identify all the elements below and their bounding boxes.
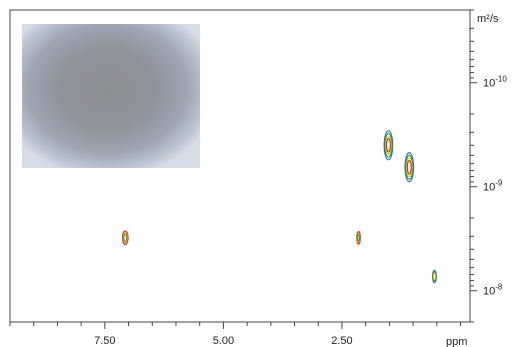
y-axis-unit: m²/s	[477, 13, 499, 25]
contour-line	[383, 130, 394, 161]
y-tick-label: 10-8	[483, 283, 503, 298]
contour-line	[385, 135, 392, 156]
diffusion-peak	[431, 269, 437, 284]
diffusion-peak	[356, 231, 362, 245]
peaks-layer	[121, 130, 437, 284]
diffusion-peak	[404, 152, 415, 183]
contour-line	[406, 157, 413, 178]
diffusion-peak	[121, 230, 129, 246]
contour-line	[385, 138, 391, 153]
diffusion-peak	[383, 130, 394, 161]
contour-line	[384, 132, 393, 158]
contour-line	[123, 233, 128, 242]
contour-line	[357, 233, 361, 242]
contour-line	[432, 272, 436, 281]
x-tick-label: 5.00	[213, 335, 234, 347]
x-axis: 7.50 5.00 2.50	[9, 322, 462, 347]
contour-line	[405, 154, 414, 180]
inset-micrograph	[22, 24, 200, 168]
y-tick-label: 10-10	[483, 75, 507, 90]
x-tick-label: 2.50	[331, 335, 352, 347]
contour-line	[406, 159, 412, 175]
x-axis-unit: ppm	[446, 336, 467, 347]
y-axis: 10-10 10-9 10-8	[470, 9, 507, 323]
contour-line	[121, 230, 129, 246]
y-tick-label: 10-9	[483, 179, 503, 194]
contour-line	[122, 232, 128, 244]
x-tick-label: 7.50	[94, 335, 115, 347]
contour-line	[404, 152, 415, 183]
